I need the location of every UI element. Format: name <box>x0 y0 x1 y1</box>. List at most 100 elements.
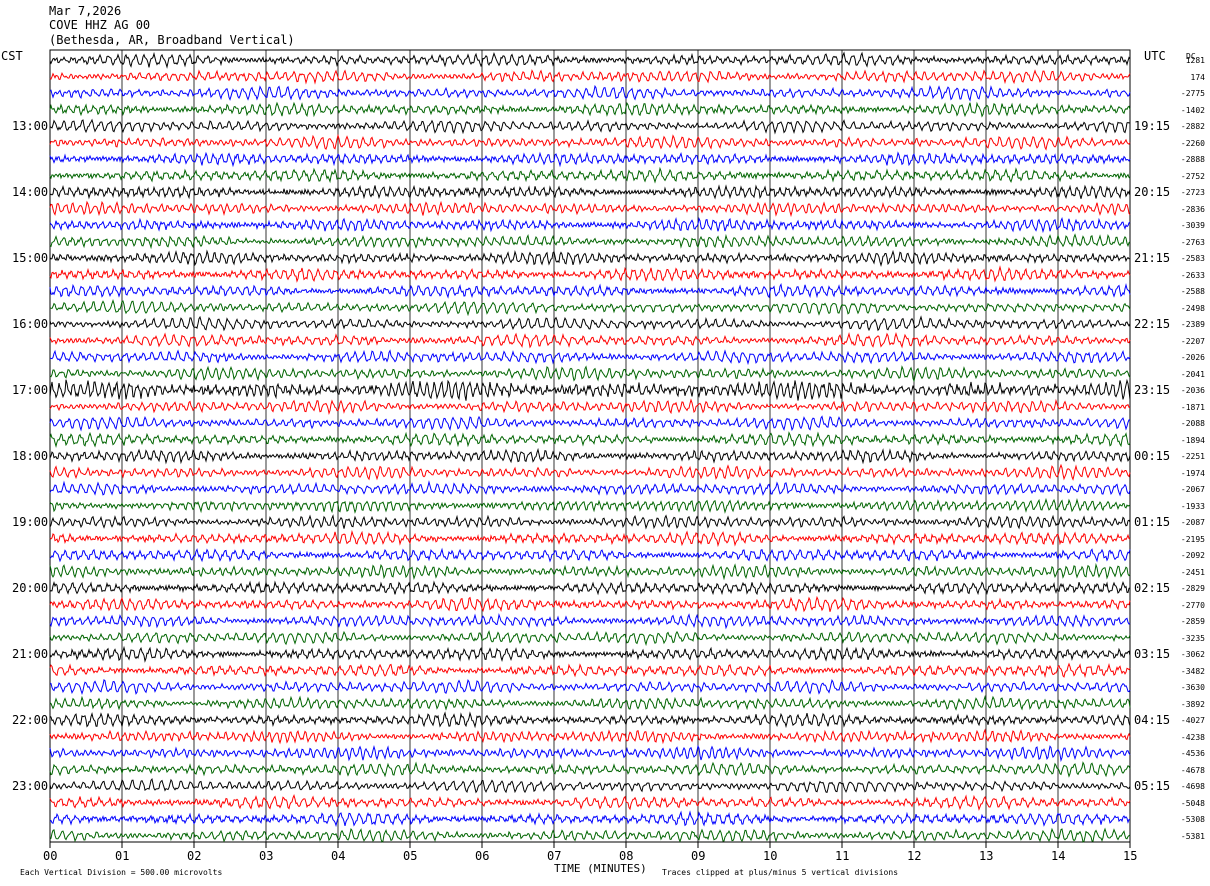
dc-offset-label: -2859 <box>1180 617 1205 626</box>
right-hour-label: 20:15 <box>1134 185 1171 199</box>
dc-offset-label: 1281 <box>1185 56 1205 65</box>
trace-13 <box>49 249 1130 267</box>
dc-offset-label: -4238 <box>1180 732 1205 742</box>
dc-offset-label: -3235 <box>1180 633 1205 643</box>
trace-40 <box>49 694 1131 711</box>
dc-offset-label: -3062 <box>1180 650 1205 659</box>
x-tick-label: 14 <box>1051 849 1066 863</box>
x-tick-label: 00 <box>43 849 58 863</box>
left-timezone-label: CST <box>1 49 23 63</box>
dc-offset-label: -2588 <box>1180 287 1205 296</box>
trace-28 <box>49 497 1131 514</box>
trace-41 <box>49 711 1131 729</box>
dc-offset-label: -2882 <box>1180 122 1205 131</box>
plot-frame <box>49 49 1131 843</box>
dc-offset-label: -2723 <box>1180 188 1205 197</box>
trace-1 <box>49 51 1131 69</box>
dc-offset-label: -2775 <box>1180 89 1205 98</box>
dc-offset-label: -2770 <box>1180 600 1205 610</box>
x-tick-label: 01 <box>115 849 130 863</box>
right-hour-label: 01:15 <box>1134 515 1171 529</box>
x-tick-label: 04 <box>331 849 346 863</box>
left-hour-label: 19:00 <box>12 515 49 529</box>
trace-34 <box>49 595 1131 613</box>
header-date: Mar 7,2026 <box>49 4 122 18</box>
trace-3 <box>49 84 1131 102</box>
x-tick-label: 11 <box>835 849 850 863</box>
right-hour-label: 21:15 <box>1134 251 1171 265</box>
dc-offset-label: -2389 <box>1180 320 1205 329</box>
dc-offset-label: -2092 <box>1180 551 1205 560</box>
left-hour-label: 18:00 <box>12 449 49 463</box>
right-hour-label: 02:15 <box>1134 581 1171 595</box>
trace-46 <box>49 794 1131 811</box>
trace-11 <box>49 216 1131 234</box>
dc-offset-label: -4678 <box>1180 765 1205 775</box>
trace-48 <box>49 827 1131 843</box>
trace-22 <box>49 398 1131 415</box>
right-hour-label: 05:15 <box>1134 779 1171 793</box>
dc-offset-label: -3039 <box>1180 221 1205 230</box>
trace-26 <box>49 463 1131 481</box>
trace-17 <box>49 315 1131 332</box>
left-hour-label: 14:00 <box>12 185 49 199</box>
trace-8 <box>49 166 1131 184</box>
trace-7 <box>49 151 1131 168</box>
trace-24 <box>49 431 1131 449</box>
x-tick-label: 08 <box>619 849 634 863</box>
trace-44 <box>49 761 1131 778</box>
dc-offset-label: -3482 <box>1180 666 1205 676</box>
dc-offset-label: -2260 <box>1180 138 1205 148</box>
dc-offset-label: -2036 <box>1180 386 1205 395</box>
left-hour-label: 13:00 <box>12 119 49 133</box>
left-hour-label: 21:00 <box>12 647 49 661</box>
dc-offset-label: -1871 <box>1180 402 1205 412</box>
dc-offset-label: -5048 <box>1180 798 1205 808</box>
trace-25 <box>49 447 1131 465</box>
header-location: (Bethesda, AR, Broadband Vertical) <box>49 33 295 47</box>
dc-offset-label: -2067 <box>1180 485 1205 494</box>
header-station: COVE HHZ AG 00 <box>49 18 151 32</box>
trace-32 <box>49 562 1131 581</box>
trace-14 <box>49 265 1131 283</box>
trace-16 <box>49 298 1131 317</box>
dc-offset-label: -1894 <box>1180 435 1205 445</box>
trace-31 <box>49 547 1131 563</box>
x-axis-label: TIME (MINUTES) <box>554 862 647 875</box>
trace-20 <box>49 365 1131 383</box>
seismic-traces <box>49 51 1131 843</box>
dc-offset-label: -2026 <box>1180 353 1205 362</box>
x-tick-label: 02 <box>187 849 202 863</box>
dc-offset-label: -2829 <box>1180 584 1205 593</box>
trace-38 <box>49 662 1131 678</box>
trace-47 <box>49 810 1131 828</box>
trace-15 <box>49 283 1131 299</box>
right-hour-label: 23:15 <box>1134 383 1171 397</box>
dc-offset-label: -2583 <box>1180 254 1205 263</box>
dc-offset-label: -2087 <box>1180 518 1205 527</box>
dc-offset-label: -2195 <box>1180 534 1205 544</box>
dc-offset-label: -2763 <box>1180 237 1205 247</box>
dc-offset-label: -3892 <box>1180 699 1205 709</box>
dc-offset-label: -1402 <box>1180 105 1205 115</box>
right-hour-label: 00:15 <box>1134 449 1171 463</box>
right-hour-label: 19:15 <box>1134 119 1171 133</box>
trace-4 <box>49 101 1131 118</box>
dc-offset-label: -4698 <box>1180 782 1205 791</box>
trace-18 <box>49 332 1131 349</box>
left-hour-label: 22:00 <box>12 713 49 727</box>
trace-21 <box>49 378 1131 401</box>
x-tick-label: 12 <box>907 849 922 863</box>
trace-19 <box>49 349 1131 366</box>
trace-36 <box>49 630 1131 647</box>
x-tick-label: 09 <box>691 849 706 863</box>
right-hour-label: 03:15 <box>1134 647 1171 661</box>
x-tick-label: 10 <box>763 849 778 863</box>
dc-offset-label: -4536 <box>1180 749 1205 758</box>
dc-offset-label: -1933 <box>1180 501 1205 511</box>
x-tick-label: 07 <box>547 849 562 863</box>
left-hour-label: 23:00 <box>12 779 49 793</box>
dc-offset-label: -2451 <box>1180 567 1205 577</box>
trace-43 <box>49 744 1131 763</box>
trace-35 <box>49 613 1131 630</box>
